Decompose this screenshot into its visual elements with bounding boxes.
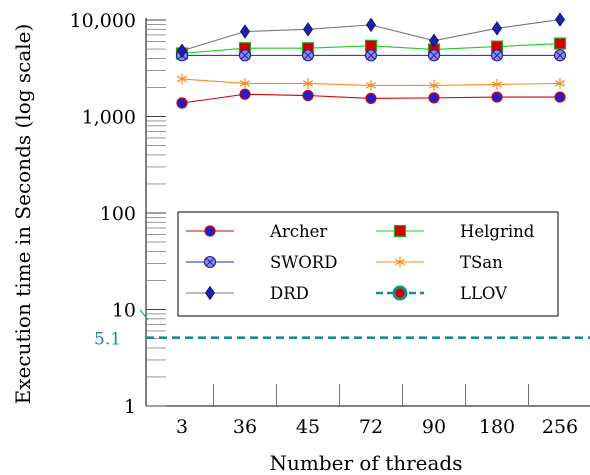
point bbox=[205, 285, 215, 301]
legend-item-archer: Archer bbox=[186, 222, 327, 241]
series-drd bbox=[177, 12, 565, 58]
x-tick-label: 36 bbox=[233, 416, 257, 438]
point bbox=[393, 224, 407, 238]
y-tick-label: 1,000 bbox=[82, 107, 136, 129]
legend-item-tsan: TSan bbox=[376, 253, 503, 272]
legend-item-helgrind: Helgrind bbox=[376, 222, 535, 241]
point bbox=[176, 73, 188, 85]
point bbox=[366, 17, 376, 33]
value-marker-line bbox=[139, 309, 149, 321]
point bbox=[176, 97, 188, 109]
point-cross bbox=[366, 51, 376, 60]
point-cross bbox=[555, 51, 565, 60]
point-cross bbox=[303, 51, 313, 60]
point bbox=[303, 22, 313, 37]
legend-label: LLOV bbox=[460, 284, 508, 303]
series-sword bbox=[175, 49, 567, 62]
point bbox=[204, 225, 216, 237]
legend-item-drd: DRD bbox=[186, 284, 309, 303]
point bbox=[302, 77, 314, 89]
point bbox=[554, 91, 566, 103]
point bbox=[428, 92, 440, 104]
x-tick-label: 3 bbox=[176, 416, 188, 438]
point-cross bbox=[240, 51, 250, 60]
legend-label: Helgrind bbox=[460, 222, 535, 241]
point bbox=[491, 91, 503, 103]
point bbox=[302, 89, 314, 102]
x-tick-label: 256 bbox=[542, 416, 578, 438]
point bbox=[365, 92, 377, 105]
point bbox=[177, 43, 187, 58]
point bbox=[429, 33, 439, 48]
point bbox=[392, 285, 408, 301]
point-cross bbox=[205, 257, 215, 267]
legend-item-sword: SWORD bbox=[186, 253, 337, 272]
series-tsan bbox=[176, 73, 566, 91]
point bbox=[553, 37, 567, 50]
y-tick-label: 1 bbox=[124, 396, 136, 418]
point-cross bbox=[429, 51, 439, 60]
legend-item-llov: LLOV bbox=[376, 284, 508, 303]
point bbox=[555, 12, 565, 27]
point bbox=[554, 77, 566, 89]
x-tick-label: 72 bbox=[359, 416, 383, 438]
x-tick-label: 180 bbox=[479, 416, 515, 438]
series-llov: 5.1 bbox=[94, 309, 590, 350]
legend-label: DRD bbox=[270, 284, 309, 303]
legend-box bbox=[177, 211, 559, 317]
data-label: 5.1 bbox=[94, 330, 121, 350]
point bbox=[492, 21, 502, 36]
legend-label: SWORD bbox=[270, 253, 337, 272]
y-tick-label: 100 bbox=[100, 203, 136, 225]
point bbox=[365, 79, 377, 91]
series-archer bbox=[176, 88, 566, 109]
point-cross bbox=[492, 51, 502, 60]
x-axis-label: Number of threads bbox=[269, 451, 462, 475]
series-layer: 5.1 bbox=[94, 12, 590, 350]
legend-label: TSan bbox=[460, 253, 503, 272]
point bbox=[491, 78, 503, 90]
y-tick-label: 10 bbox=[112, 300, 136, 322]
point bbox=[239, 77, 251, 89]
y-axis-label: Execution time in Seconds (log scale) bbox=[11, 24, 35, 405]
legend: Archer Helgrind SWORD TSan DRD LLOV bbox=[177, 211, 559, 317]
legend-label: Archer bbox=[269, 222, 327, 241]
x-tick-label: 45 bbox=[296, 416, 320, 438]
point bbox=[240, 24, 250, 39]
point bbox=[239, 88, 251, 100]
point bbox=[428, 79, 440, 91]
y-tick-label: 10,000 bbox=[70, 10, 136, 32]
point bbox=[394, 256, 406, 268]
x-tick-label: 90 bbox=[422, 416, 446, 438]
axes: 1 10 100 1,000 10,000 3 36 45 72 90 180 256 bbox=[70, 10, 590, 438]
